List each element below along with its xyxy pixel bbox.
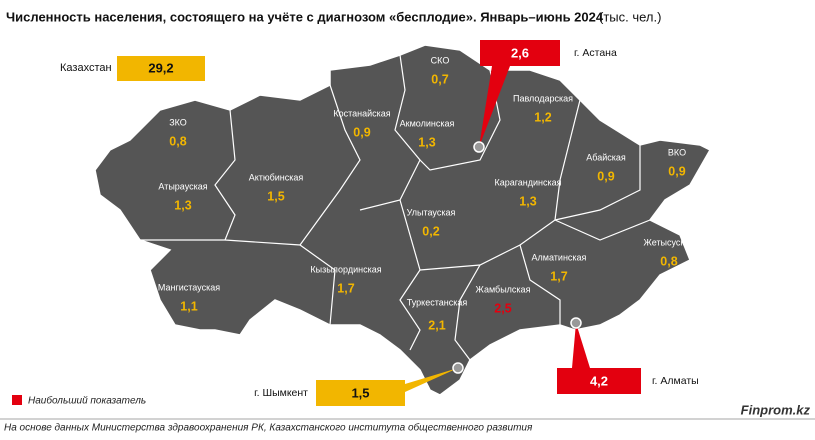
region-value: 0,8 [169, 134, 186, 148]
region-name: Алматинская [532, 252, 587, 262]
city-box [480, 40, 560, 66]
city-name: г. Алматы [652, 375, 699, 387]
region-value: 0,7 [431, 72, 448, 86]
city-value: 1,5 [351, 385, 369, 400]
region-value: 1,2 [534, 110, 551, 124]
region-value: 1,7 [337, 281, 354, 295]
total-box [117, 56, 205, 81]
region-value: 1,3 [519, 194, 536, 208]
region-value: 1,1 [180, 299, 197, 313]
region-value: 2,1 [428, 318, 445, 332]
region-value: 1,3 [418, 135, 435, 149]
region-value: 0,8 [660, 254, 677, 268]
region-value: 0,9 [668, 164, 685, 178]
brand: Finprom.kz [741, 402, 811, 417]
region-name: Костанайская [333, 108, 390, 118]
total-value: 29,2 [148, 60, 173, 75]
region-value: 1,5 [267, 189, 284, 203]
country-shape [94, 44, 712, 396]
city-pointer [572, 323, 590, 368]
city-box [557, 368, 641, 394]
region-name: Карагандинская [494, 177, 561, 187]
city-pointer [405, 368, 458, 392]
title: Численность населения, состоящего на учё… [6, 9, 604, 24]
total-label: Казахстан [60, 62, 112, 74]
city-box [316, 380, 405, 406]
city-name: г. Астана [574, 47, 617, 59]
region-value: 0,2 [422, 224, 439, 238]
region-name: Атырауская [158, 181, 207, 191]
region-name: Актюбинская [249, 172, 304, 182]
legend-label: Наибольший показатель [28, 395, 146, 407]
city-dot [473, 141, 485, 153]
region-name: Жетысуская [644, 237, 695, 247]
city-pointer [479, 66, 510, 147]
region-value: 0,9 [597, 169, 614, 183]
region-name: Абайская [586, 152, 626, 162]
region-name: Туркестанская [407, 297, 468, 307]
city-name: г. Шымкент [254, 387, 308, 399]
region-value: 0,9 [353, 125, 370, 139]
city-dot [570, 317, 582, 329]
city-value: 2,6 [511, 45, 529, 60]
region-name: Павлодарская [513, 93, 573, 103]
region-value: 1,7 [550, 269, 567, 283]
region-value: 2,5 [494, 301, 511, 315]
legend-swatch [12, 395, 22, 405]
city-dot [452, 362, 464, 374]
unit: (тыс. чел.) [599, 9, 661, 24]
region-value: 1,3 [174, 198, 191, 212]
region-name: Мангистауская [158, 282, 220, 292]
region-name: Кызылординская [310, 264, 381, 274]
region-borders [140, 54, 651, 361]
city-value: 4,2 [590, 373, 608, 388]
source: На основе данных Министерства здравоохра… [4, 422, 533, 434]
region-name: Жамбылская [476, 284, 531, 294]
region-name: ЗКО [169, 117, 187, 127]
region-name: Улытауская [407, 207, 456, 217]
region-name: ВКО [668, 147, 686, 157]
region-name: Акмолинская [400, 118, 455, 128]
region-name: СКО [431, 55, 450, 65]
